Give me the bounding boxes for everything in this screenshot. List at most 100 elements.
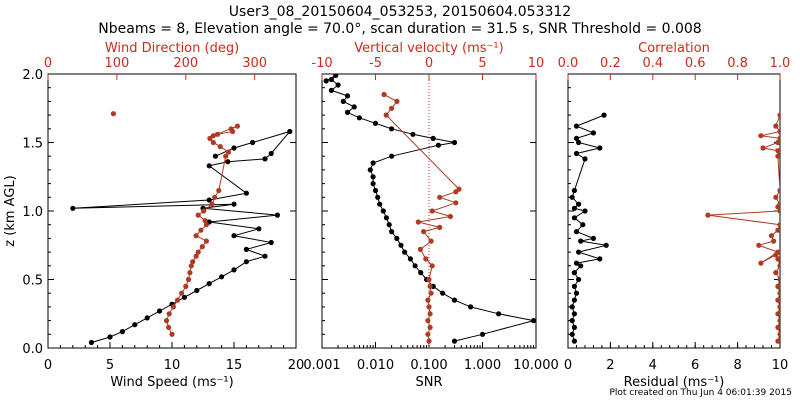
data-point — [243, 259, 249, 265]
data-point — [777, 222, 780, 228]
data-point — [344, 109, 351, 115]
data-point — [170, 304, 176, 310]
data-point — [223, 153, 229, 159]
data-point — [775, 139, 780, 146]
data-point — [335, 82, 341, 88]
data-point — [179, 290, 185, 296]
data-point — [571, 205, 578, 211]
data-point — [777, 128, 780, 135]
panel-3-xtick-label: 6 — [691, 358, 699, 373]
data-point — [195, 249, 201, 255]
data-point — [421, 229, 427, 235]
data-point — [775, 227, 780, 233]
data-point — [185, 276, 192, 283]
data-point — [571, 270, 578, 276]
data-point — [256, 226, 262, 232]
data-point — [768, 233, 775, 239]
data-point — [166, 311, 172, 317]
panel-1-xtick-label: 0 — [44, 358, 52, 373]
data-point — [496, 311, 502, 317]
panel-2-series-1 — [323, 74, 536, 344]
data-point — [383, 215, 389, 221]
data-point — [569, 331, 575, 337]
data-point — [243, 246, 249, 252]
panel-1-series-1 — [70, 128, 293, 346]
data-point — [440, 290, 446, 296]
data-point — [195, 212, 201, 218]
data-point — [601, 112, 607, 118]
series-line — [383, 94, 460, 342]
data-point — [425, 318, 431, 324]
data-point — [425, 331, 431, 337]
data-point — [323, 78, 329, 84]
panel-3-xtick-label: 4 — [649, 358, 657, 373]
panel-1-xlabel: Wind Speed (ms⁻¹) — [110, 375, 233, 390]
panel-1-xtick-label: 15 — [226, 358, 243, 373]
panel-3-toptick-label: 0.4 — [642, 56, 663, 71]
data-point — [389, 105, 395, 111]
panel-2-top-xlabel: Vertical velocity (ms⁻¹) — [354, 41, 503, 56]
data-point — [456, 186, 462, 192]
data-point — [340, 98, 346, 104]
data-point — [333, 74, 339, 78]
data-point — [777, 201, 780, 207]
data-point — [775, 283, 780, 289]
panel-1-ytick-label: 0.5 — [22, 274, 43, 289]
data-point — [571, 338, 578, 344]
data-point — [217, 144, 223, 150]
data-point — [190, 259, 196, 265]
data-point — [231, 201, 237, 207]
data-point — [206, 197, 212, 203]
data-point — [429, 208, 435, 214]
data-point — [262, 156, 268, 162]
series-line — [707, 114, 780, 342]
data-point — [70, 205, 76, 211]
data-point — [228, 126, 234, 132]
panel-3-xtick-label: 0 — [564, 358, 572, 373]
data-point — [777, 208, 780, 214]
data-point — [428, 290, 434, 296]
panel-1-toptick-label: 300 — [242, 56, 267, 71]
panel-2-xtick-label: 0.100 — [410, 358, 447, 373]
panel-2-toptick-label: 0 — [425, 56, 433, 71]
data-point — [157, 308, 163, 314]
data-point — [219, 274, 225, 280]
panel-1-ylabel: z (km AGL) — [3, 175, 18, 246]
panel-1-toptick-label: 200 — [173, 56, 198, 71]
data-point — [183, 283, 189, 289]
panel-3-series-1 — [569, 112, 609, 344]
data-point — [407, 256, 413, 262]
panel-1-ytick-label: 0.0 — [22, 342, 43, 357]
data-point — [573, 123, 580, 129]
panel-1-toptick-label: 100 — [104, 56, 129, 71]
data-point — [479, 331, 486, 337]
data-point — [580, 222, 586, 228]
data-point — [777, 318, 780, 324]
panel-3-toptick-label: 1.0 — [770, 56, 791, 71]
data-point — [773, 194, 779, 200]
data-point — [453, 200, 459, 206]
data-point — [381, 91, 387, 98]
panel-3-xlabel: Residual (ms⁻¹) — [624, 375, 725, 390]
data-point — [144, 315, 150, 321]
panel-1-xtick-label: 5 — [106, 358, 114, 373]
data-point — [209, 201, 215, 207]
data-point — [194, 287, 200, 294]
data-point — [571, 215, 578, 221]
panel-2-toptick-label: -10 — [311, 56, 332, 71]
data-point — [201, 208, 207, 214]
data-point — [344, 93, 351, 99]
panel-3-series-2 — [705, 112, 780, 344]
data-point — [775, 249, 780, 255]
data-point — [210, 139, 216, 146]
data-point — [268, 239, 274, 246]
data-point — [705, 212, 711, 218]
data-point — [427, 283, 433, 289]
data-point — [370, 174, 376, 180]
data-point — [225, 149, 232, 155]
data-point — [435, 142, 441, 148]
data-point — [417, 246, 423, 252]
data-point — [169, 331, 175, 337]
data-point — [569, 194, 575, 200]
data-point — [573, 150, 580, 157]
